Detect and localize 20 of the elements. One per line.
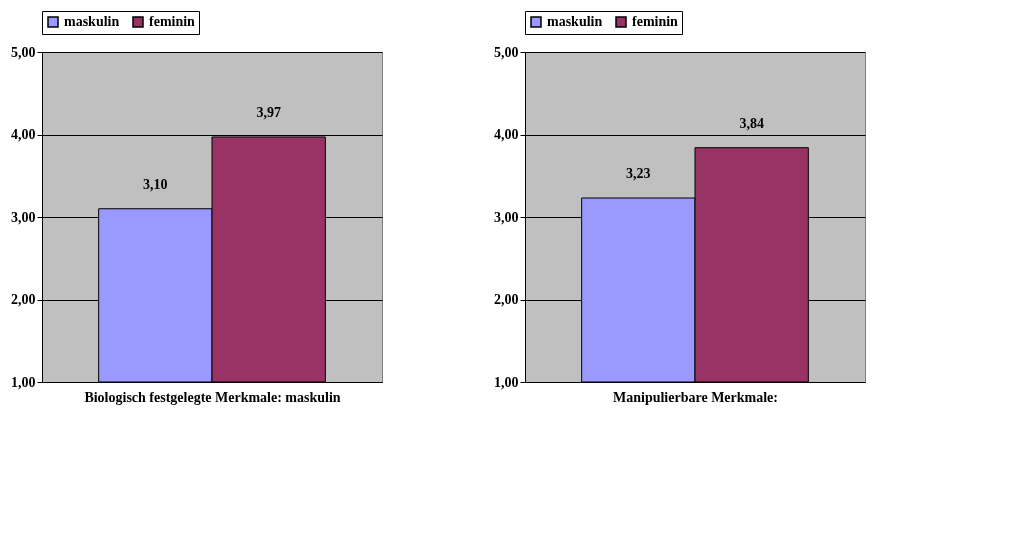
data-label: 3,10 (143, 176, 168, 192)
data-label: 3,23 (626, 166, 651, 182)
data-label: 3,97 (256, 104, 281, 120)
legend-label: maskulin (64, 14, 120, 29)
y-tick-label: 1,00 (494, 374, 519, 390)
x-axis-title: Biologisch festgelegte Merkmale: maskulin (84, 389, 341, 405)
y-tick-label: 1,00 (11, 374, 36, 390)
y-tick-label: 2,00 (11, 292, 36, 307)
legend-label: feminin (149, 14, 196, 29)
legend-label: feminin (632, 14, 679, 29)
y-tick-label: 5,00 (11, 44, 36, 60)
y-tick-label: 2,00 (494, 292, 519, 307)
x-axis-title: Manipulierbare Merkmale: (613, 389, 778, 405)
y-tick-label: 4,00 (494, 127, 519, 142)
y-tick-label: 3,00 (494, 209, 519, 225)
y-tick-label: 3,00 (11, 209, 36, 225)
data-label: 3,84 (739, 115, 764, 131)
legend-label: maskulin (547, 14, 603, 29)
y-tick-label: 4,00 (11, 127, 36, 142)
y-tick-label: 5,00 (494, 44, 519, 60)
